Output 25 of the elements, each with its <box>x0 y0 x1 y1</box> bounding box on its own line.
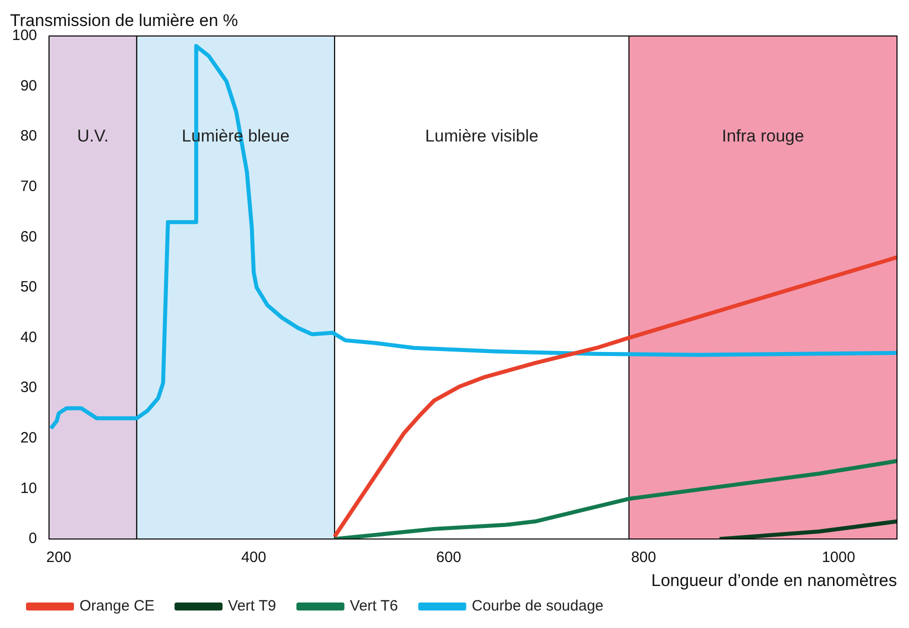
y-tick-label: 70 <box>20 178 38 196</box>
y-tick-label: 80 <box>20 128 38 145</box>
legend-label: Courbe de soudage <box>472 598 604 615</box>
band-label: Infra rouge <box>722 126 804 146</box>
y-tick-label: 50 <box>20 278 38 296</box>
y-tick-label: 10 <box>20 480 38 497</box>
y-axis-title: Transmission de lumière en % <box>10 11 238 30</box>
legend-label: Vert T9 <box>228 598 276 615</box>
y-tick-label: 0 <box>28 530 38 548</box>
legend-label: Vert T6 <box>350 598 398 615</box>
y-tick-label: 90 <box>20 77 38 94</box>
x-axis-title: Longueur d’onde en nanomètres <box>651 571 897 590</box>
x-tick-label: 1000 <box>822 549 856 566</box>
y-tick-label: 20 <box>20 430 38 447</box>
x-tick-label: 600 <box>436 549 462 566</box>
x-tick-label: 400 <box>241 549 266 566</box>
band-label: U.V. <box>77 126 109 146</box>
y-tick-label: 30 <box>20 379 38 396</box>
x-tick-label: 800 <box>631 549 656 566</box>
band-label: Lumière visible <box>425 126 538 146</box>
y-tick-label: 100 <box>12 27 38 44</box>
legend-label: Orange CE <box>80 598 155 615</box>
y-tick-label: 60 <box>20 228 38 246</box>
y-tick-label: 40 <box>20 328 38 346</box>
x-tick-label: 200 <box>46 549 72 566</box>
